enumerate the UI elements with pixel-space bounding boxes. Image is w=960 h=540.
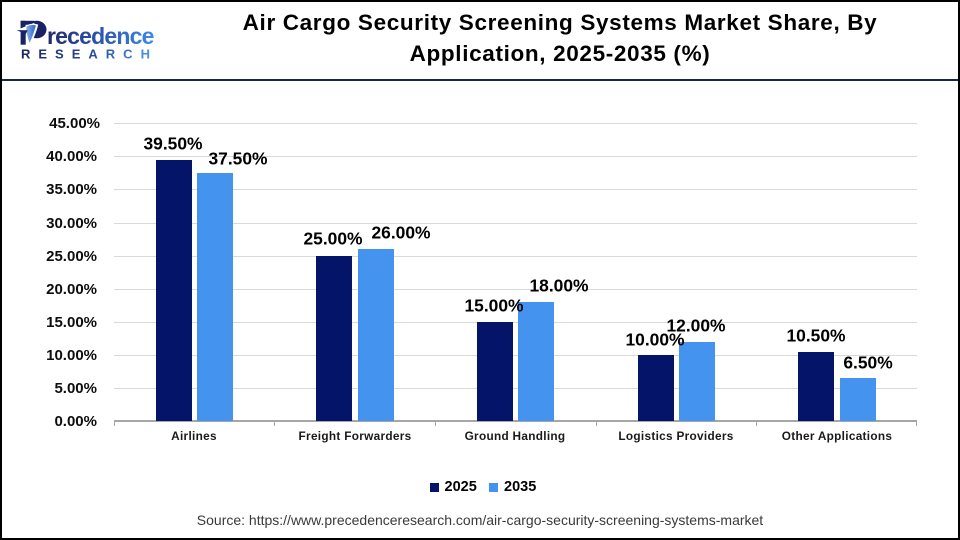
svg-text:recedence: recedence (47, 23, 154, 49)
svg-text:RESEARCH: RESEARCH (21, 46, 158, 61)
